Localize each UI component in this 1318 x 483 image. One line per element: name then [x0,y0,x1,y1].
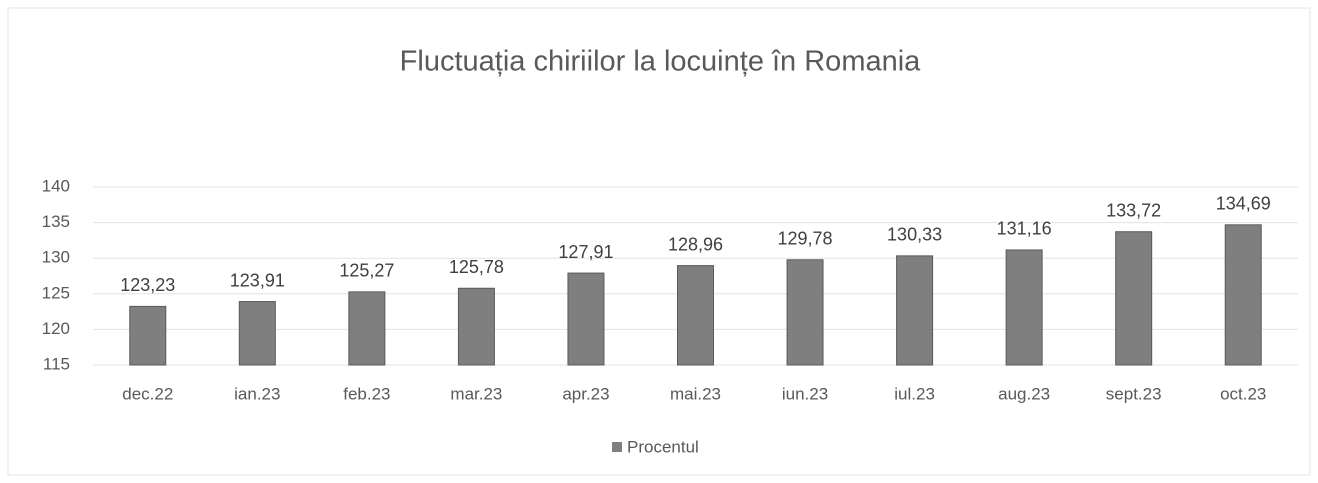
chart-frame [7,7,1311,476]
y-tick-label: 120 [42,319,70,338]
y-tick-label: 130 [42,248,70,267]
bar [1115,231,1153,366]
x-tick-label: apr.23 [562,384,609,403]
bar [896,255,934,366]
value-label: 129,78 [778,229,833,249]
value-label: 125,78 [449,257,504,277]
y-tick-label: 135 [42,212,70,231]
y-tick-label: 140 [42,176,70,195]
x-tick-label: oct.23 [1220,384,1266,403]
x-tick-label: sept.23 [1106,384,1162,403]
value-label: 123,91 [230,270,285,290]
x-tick-label: iul.23 [894,384,935,403]
x-tick-label: dec.22 [122,384,173,403]
x-tick-label: ian.23 [234,384,280,403]
y-tick-label: 115 [43,354,70,373]
bar [567,272,605,366]
bar [129,305,167,366]
bar [1224,224,1262,366]
value-label: 123,23 [120,275,175,295]
x-tick-label: iun.23 [782,384,828,403]
value-label: 125,27 [339,261,394,281]
value-label: 131,16 [997,219,1052,239]
chart-title: Fluctuația chiriilor la locuințe în Roma… [400,46,921,78]
value-label: 133,72 [1106,200,1161,220]
x-tick-label: mai.23 [670,384,721,403]
x-tick-label: aug.23 [998,384,1050,403]
x-tick-label: mar.23 [450,384,502,403]
legend-label: Procentul [627,437,699,456]
bar [238,301,276,366]
value-label: 127,91 [558,242,613,262]
y-tick-label: 125 [42,283,70,302]
x-tick-label: feb.23 [343,384,390,403]
bar [457,287,495,366]
value-label: 128,96 [668,234,723,254]
value-label: 130,33 [887,225,942,245]
bar [1005,249,1043,366]
bar [786,259,824,366]
value-label: 134,69 [1216,194,1271,214]
bar [677,265,714,366]
bar [348,291,386,366]
legend-swatch [612,442,622,452]
